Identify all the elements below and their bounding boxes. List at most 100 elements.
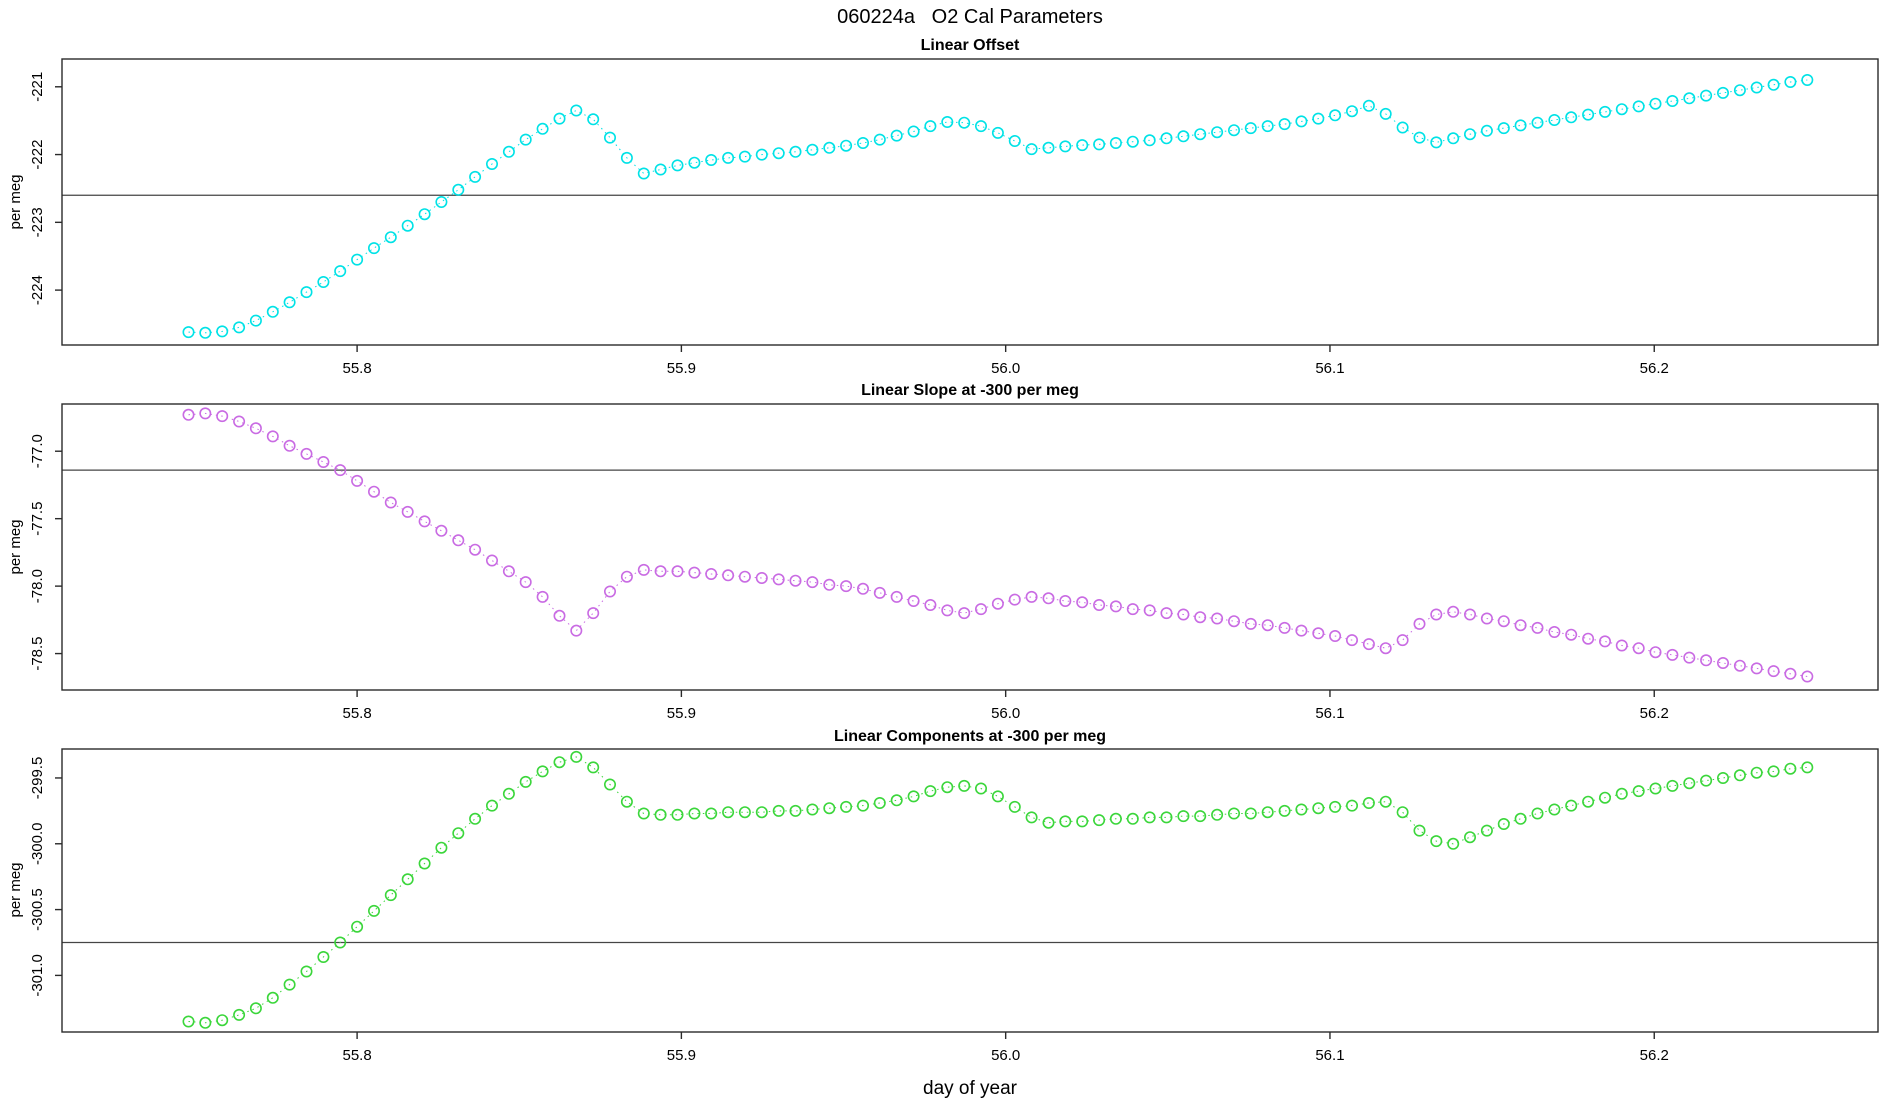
data-point [519, 133, 532, 146]
data-point [1632, 100, 1645, 113]
data-point [890, 590, 903, 603]
data-point [216, 410, 229, 423]
data-point [856, 582, 869, 595]
data-point [1750, 766, 1763, 779]
data-point [1582, 632, 1595, 645]
data-point [317, 950, 330, 963]
data-point [266, 430, 279, 443]
x-tick-label: 56.1 [1315, 360, 1344, 377]
y-tick-label: -301.0 [29, 954, 46, 997]
x-tick-label: 55.8 [342, 1047, 371, 1064]
data-point [1211, 612, 1224, 625]
data-point [1160, 811, 1173, 824]
data-point [1531, 116, 1544, 129]
panel1-title: Linear Offset [921, 37, 1020, 54]
data-point [637, 807, 650, 820]
x-tick-label: 56.1 [1315, 1047, 1344, 1064]
data-point [688, 566, 701, 579]
y-tick-label: -221 [29, 72, 46, 102]
data-point [519, 576, 532, 589]
data-point [469, 170, 482, 183]
data-point [485, 554, 498, 567]
data-point [1767, 78, 1780, 91]
data-point [1244, 617, 1257, 630]
data-point [941, 116, 954, 129]
data-point [1784, 667, 1797, 680]
data-point [570, 104, 583, 117]
data-point [1548, 625, 1561, 638]
data-point [1109, 137, 1122, 150]
data-point [1261, 619, 1274, 632]
data-point [1396, 121, 1409, 134]
data-point [1599, 105, 1612, 118]
data-point [401, 219, 414, 232]
data-point [1177, 810, 1190, 823]
data-point [772, 147, 785, 160]
panel3-ylabel: per meg [7, 862, 24, 917]
data-point [1379, 795, 1392, 808]
data-point [1700, 89, 1713, 102]
data-point [1261, 806, 1274, 819]
data-point [738, 806, 751, 819]
data-point [671, 159, 684, 172]
data-point [738, 570, 751, 583]
data-point [502, 145, 515, 158]
data-point [351, 253, 364, 266]
data-point [1430, 136, 1443, 149]
x-tick-label: 56.0 [991, 1047, 1020, 1064]
data-point [1194, 128, 1207, 141]
data-point [755, 571, 768, 584]
data-point [722, 569, 735, 582]
data-point [418, 857, 431, 870]
x-tick-label: 56.2 [1640, 1047, 1669, 1064]
data-point [1750, 81, 1763, 94]
y-tick-label: -224 [29, 275, 46, 305]
data-point [418, 515, 431, 528]
data-point [1480, 612, 1493, 625]
data-point [1194, 611, 1207, 624]
data-point [367, 242, 380, 255]
data-point [1160, 607, 1173, 620]
data-point [1666, 648, 1679, 661]
panel-linear-components: 55.8 55.9 56.0 56.1 56.2 -299.5 -300.0 -300.5 -3… [29, 748, 1879, 1064]
data-point [1666, 779, 1679, 792]
data-point [384, 231, 397, 244]
data-point [1430, 608, 1443, 621]
data-point [755, 806, 768, 819]
data-point [1059, 140, 1072, 153]
data-point [907, 594, 920, 607]
data-point [1312, 627, 1325, 640]
data-point [199, 407, 212, 420]
data-point [1683, 777, 1696, 790]
data-point [1008, 135, 1021, 148]
data-point [1649, 97, 1662, 110]
data-point [1514, 812, 1527, 825]
data-point [1042, 141, 1055, 154]
data-point [1093, 598, 1106, 611]
data-point [233, 1008, 246, 1021]
panel2-ylabel: per meg [7, 519, 24, 574]
data-point [1379, 642, 1392, 655]
data-point [688, 807, 701, 820]
data-point [1109, 600, 1122, 613]
panels: 55.8 55.9 56.0 56.1 56.2-221-222-223-22455.8… [29, 58, 1879, 1064]
data-point [1396, 806, 1409, 819]
data-point [587, 607, 600, 620]
data-point [806, 576, 819, 589]
data-point [755, 148, 768, 161]
data-point [958, 607, 971, 620]
data-point [485, 799, 498, 812]
data-point [300, 286, 313, 299]
data-point [705, 567, 718, 580]
x-tick-label: 56.2 [1640, 705, 1669, 722]
data-point [840, 800, 853, 813]
figure-title: 060224a O2 Cal Parameters [837, 6, 1103, 28]
y-tick-label: -77.5 [29, 502, 46, 536]
data-point [570, 624, 583, 637]
data-point [654, 565, 667, 578]
data-point [1565, 628, 1578, 641]
data-point [1447, 605, 1460, 618]
data-point [587, 113, 600, 126]
y-tick-label: -78.5 [29, 636, 46, 670]
data-point [1700, 654, 1713, 667]
